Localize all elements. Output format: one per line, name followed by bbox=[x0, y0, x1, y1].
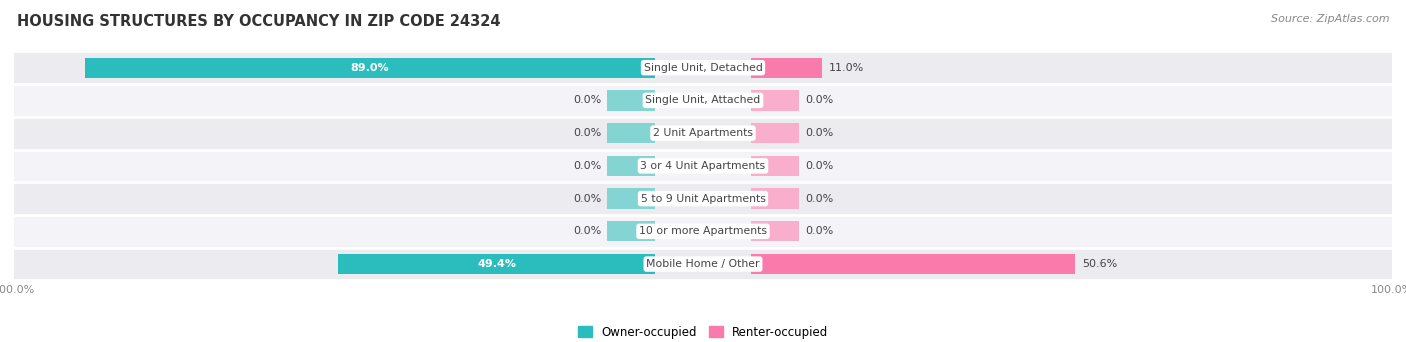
Text: 0.0%: 0.0% bbox=[806, 194, 834, 203]
Text: 0.0%: 0.0% bbox=[572, 128, 600, 138]
Text: Source: ZipAtlas.com: Source: ZipAtlas.com bbox=[1271, 14, 1389, 24]
Text: 11.0%: 11.0% bbox=[828, 63, 863, 73]
Text: HOUSING STRUCTURES BY OCCUPANCY IN ZIP CODE 24324: HOUSING STRUCTURES BY OCCUPANCY IN ZIP C… bbox=[17, 14, 501, 29]
Bar bbox=[14, 215, 1392, 248]
Text: 0.0%: 0.0% bbox=[806, 226, 834, 236]
Bar bbox=[339, 254, 655, 274]
Bar bbox=[14, 248, 1392, 280]
Bar bbox=[751, 254, 1076, 274]
Bar bbox=[606, 156, 655, 176]
Bar bbox=[606, 123, 655, 143]
Bar bbox=[14, 84, 1392, 117]
Legend: Owner-occupied, Renter-occupied: Owner-occupied, Renter-occupied bbox=[578, 326, 828, 339]
Text: Single Unit, Attached: Single Unit, Attached bbox=[645, 95, 761, 105]
Bar bbox=[606, 188, 655, 209]
Bar bbox=[84, 57, 655, 78]
Bar bbox=[751, 188, 800, 209]
Text: 10 or more Apartments: 10 or more Apartments bbox=[638, 226, 768, 236]
Text: Mobile Home / Other: Mobile Home / Other bbox=[647, 259, 759, 269]
Text: 0.0%: 0.0% bbox=[572, 161, 600, 171]
Text: 0.0%: 0.0% bbox=[806, 128, 834, 138]
Bar bbox=[751, 156, 800, 176]
Text: 2 Unit Apartments: 2 Unit Apartments bbox=[652, 128, 754, 138]
Text: 89.0%: 89.0% bbox=[350, 63, 389, 73]
Text: 3 or 4 Unit Apartments: 3 or 4 Unit Apartments bbox=[641, 161, 765, 171]
Text: Single Unit, Detached: Single Unit, Detached bbox=[644, 63, 762, 73]
Text: 0.0%: 0.0% bbox=[572, 194, 600, 203]
Text: 5 to 9 Unit Apartments: 5 to 9 Unit Apartments bbox=[641, 194, 765, 203]
Bar bbox=[751, 90, 800, 110]
Text: 50.6%: 50.6% bbox=[1083, 259, 1118, 269]
Text: 49.4%: 49.4% bbox=[477, 259, 516, 269]
Text: 0.0%: 0.0% bbox=[572, 226, 600, 236]
Bar bbox=[751, 221, 800, 241]
Bar bbox=[751, 123, 800, 143]
Bar bbox=[14, 149, 1392, 182]
Bar bbox=[751, 57, 821, 78]
Bar bbox=[606, 90, 655, 110]
Text: 0.0%: 0.0% bbox=[806, 95, 834, 105]
Bar bbox=[14, 51, 1392, 84]
Text: 0.0%: 0.0% bbox=[572, 95, 600, 105]
Bar bbox=[14, 182, 1392, 215]
Bar bbox=[606, 221, 655, 241]
Text: 0.0%: 0.0% bbox=[806, 161, 834, 171]
Bar bbox=[14, 117, 1392, 149]
